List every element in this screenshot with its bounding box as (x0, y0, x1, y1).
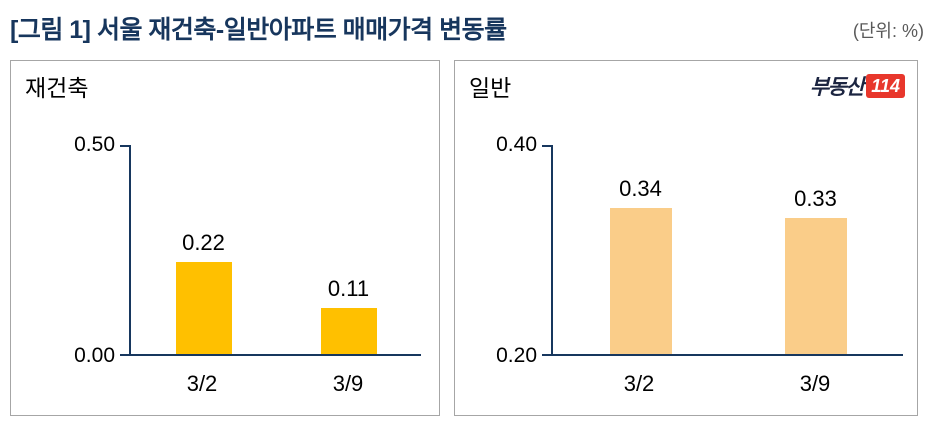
chart-title-rebuild: 재건축 (25, 75, 89, 101)
bar-slot: 0.34 (571, 145, 711, 354)
x-axis-labels: 3/2 3/9 (551, 371, 903, 397)
chart-panels: 재건축 0.50 0.00 0.22 0.11 3/ (10, 60, 918, 416)
y-tick-min: 0.20 (496, 344, 537, 367)
logo-text: 부동산 (809, 76, 865, 99)
figure-title: [그림 1] 서울 재건축-일반아파트 매매가격 변동률 (10, 16, 507, 44)
x-tick-label: 3/9 (799, 371, 831, 396)
axis-tick-top (542, 145, 551, 147)
x-tick-label: 3/9 (332, 371, 364, 396)
bar-3-9 (784, 218, 847, 354)
bar-slot: 0.11 (291, 145, 407, 354)
y-tick-min: 0.00 (74, 344, 115, 367)
bar-value-label: 0.33 (794, 186, 837, 212)
bar-3-2 (175, 262, 232, 354)
bar-3-2 (609, 207, 672, 354)
bar-value-label: 0.22 (182, 230, 225, 256)
x-tick-label: 3/2 (186, 371, 218, 396)
bar-slot: 0.22 (146, 145, 262, 354)
bar-group: 0.34 0.33 (553, 145, 903, 354)
plot-area: 0.34 0.33 (542, 145, 903, 356)
bar-value-label: 0.11 (327, 276, 370, 302)
bar-slot: 0.33 (746, 145, 886, 354)
y-tick-max: 0.50 (74, 133, 115, 156)
bar-3-9 (320, 308, 377, 354)
axis-tick-bottom (120, 354, 129, 356)
unit-label: (단위: %) (852, 21, 924, 41)
y-tick-max: 0.40 (496, 133, 537, 156)
budongsan114-logo: 부동산 114 (810, 71, 905, 101)
axis-tick-bottom (542, 354, 551, 356)
plot-area: 0.22 0.11 (120, 145, 421, 356)
x-axis-labels: 3/2 3/9 (129, 371, 421, 397)
bar-group: 0.22 0.11 (131, 145, 421, 354)
axis-tick-top (120, 145, 129, 147)
bar-value-label: 0.34 (619, 175, 662, 201)
chart-panel-rebuild: 재건축 0.50 0.00 0.22 0.11 3/ (10, 60, 440, 416)
chart-panel-general: 일반 부동산 114 0.40 0.20 0.34 0.33 (454, 60, 918, 416)
logo-number-badge: 114 (866, 74, 905, 98)
x-tick-label: 3/2 (623, 371, 655, 396)
chart-title-general: 일반 (469, 75, 512, 101)
